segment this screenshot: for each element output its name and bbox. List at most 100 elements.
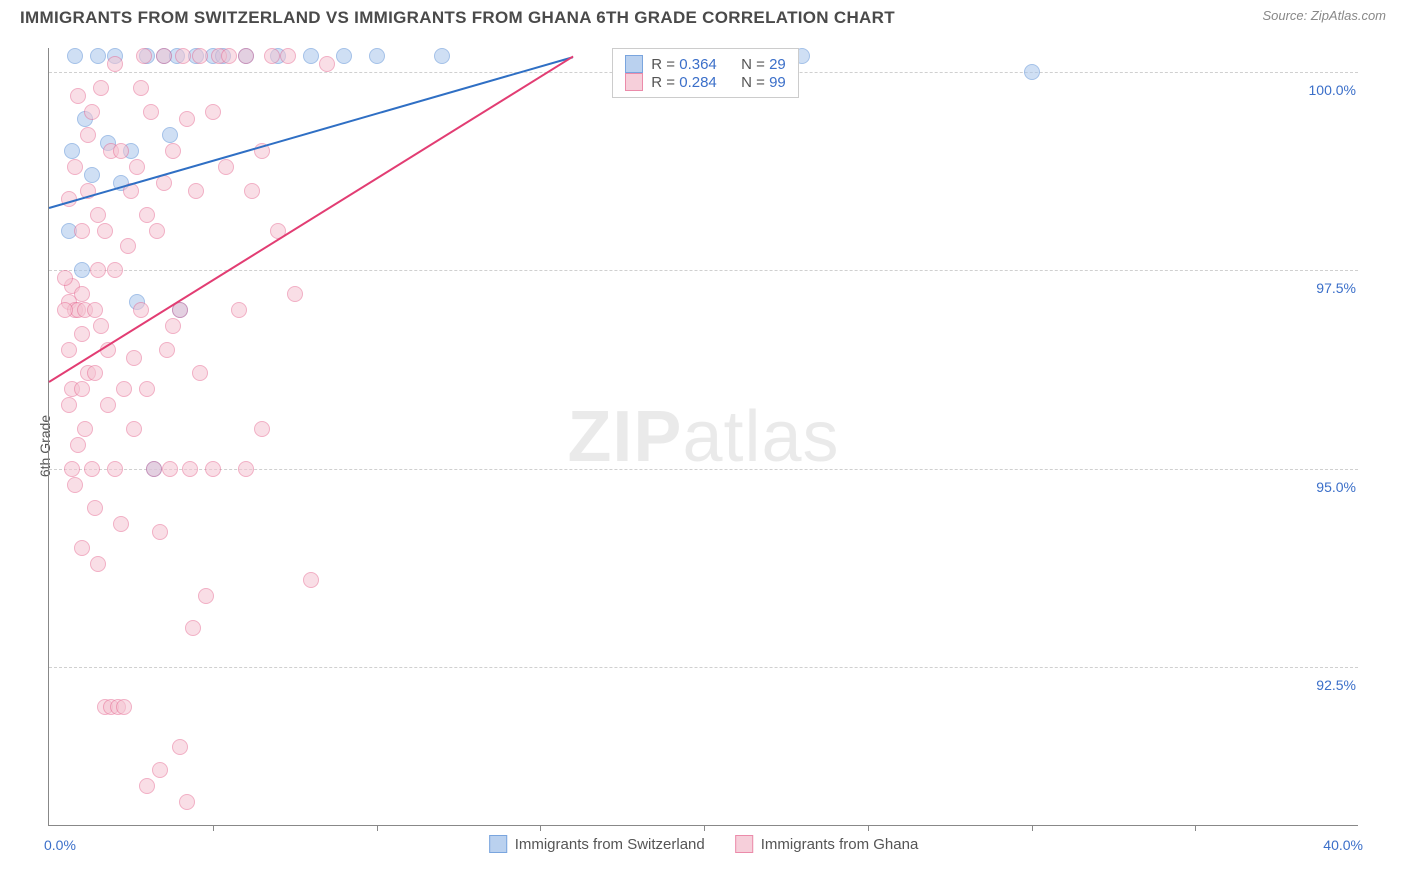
data-point (133, 302, 149, 318)
y-tick-label: 92.5% (1312, 677, 1360, 693)
stat-n-label: N = 99 (741, 74, 786, 91)
data-point (107, 56, 123, 72)
data-point (1024, 64, 1040, 80)
data-point (87, 365, 103, 381)
data-point (74, 223, 90, 239)
trend-line (49, 56, 574, 209)
data-point (185, 620, 201, 636)
x-tick (1195, 825, 1196, 831)
data-point (143, 104, 159, 120)
data-point (93, 80, 109, 96)
data-point (100, 397, 116, 413)
data-point (172, 739, 188, 755)
x-tick (1032, 825, 1033, 831)
chart-title: IMMIGRANTS FROM SWITZERLAND VS IMMIGRANT… (20, 8, 895, 28)
stats-box: R = 0.364 N = 29R = 0.284 N = 99 (612, 48, 798, 98)
data-point (238, 461, 254, 477)
data-point (280, 48, 296, 64)
data-point (70, 88, 86, 104)
data-point (139, 778, 155, 794)
y-tick-label: 100.0% (1305, 82, 1360, 98)
data-point (80, 127, 96, 143)
data-point (90, 262, 106, 278)
data-point (182, 461, 198, 477)
data-point (74, 262, 90, 278)
legend-label: Immigrants from Ghana (761, 836, 919, 853)
x-tick (377, 825, 378, 831)
data-point (188, 183, 204, 199)
data-point (179, 111, 195, 127)
data-point (90, 207, 106, 223)
x-tick (540, 825, 541, 831)
stats-row: R = 0.284 N = 99 (625, 73, 785, 91)
data-point (254, 421, 270, 437)
gridline-h (49, 667, 1358, 668)
data-point (87, 500, 103, 516)
data-point (64, 143, 80, 159)
watermark: ZIPatlas (567, 396, 839, 478)
data-point (139, 381, 155, 397)
data-point (165, 318, 181, 334)
data-point (146, 461, 162, 477)
data-point (116, 699, 132, 715)
data-point (162, 461, 178, 477)
data-point (74, 326, 90, 342)
stat-r-label: R = 0.364 (651, 56, 716, 73)
data-point (221, 48, 237, 64)
data-point (84, 167, 100, 183)
data-point (93, 318, 109, 334)
data-point (116, 381, 132, 397)
data-point (434, 48, 450, 64)
stats-row: R = 0.364 N = 29 (625, 55, 785, 73)
data-point (149, 223, 165, 239)
data-point (67, 477, 83, 493)
data-point (90, 556, 106, 572)
data-point (67, 159, 83, 175)
data-point (205, 104, 221, 120)
data-point (61, 397, 77, 413)
scatter-chart: ZIPatlas 92.5%95.0%97.5%100.0%0.0%40.0%R… (48, 48, 1358, 826)
data-point (70, 437, 86, 453)
data-point (165, 143, 181, 159)
data-point (218, 159, 234, 175)
data-point (156, 48, 172, 64)
data-point (162, 127, 178, 143)
legend-swatch (735, 835, 753, 853)
data-point (205, 461, 221, 477)
data-point (303, 48, 319, 64)
data-point (319, 56, 335, 72)
data-point (231, 302, 247, 318)
legend-item: Immigrants from Ghana (735, 835, 919, 853)
data-point (192, 365, 208, 381)
data-point (64, 461, 80, 477)
legend: Immigrants from Switzerland Immigrants fr… (489, 835, 919, 853)
data-point (152, 524, 168, 540)
data-point (303, 572, 319, 588)
data-point (192, 48, 208, 64)
legend-swatch (625, 55, 643, 73)
stat-r-label: R = 0.284 (651, 74, 716, 91)
data-point (179, 794, 195, 810)
data-point (133, 80, 149, 96)
data-point (57, 302, 73, 318)
data-point (107, 262, 123, 278)
data-point (129, 159, 145, 175)
data-point (113, 143, 129, 159)
data-point (264, 48, 280, 64)
data-point (107, 461, 123, 477)
source-attribution: Source: ZipAtlas.com (1262, 8, 1386, 23)
data-point (87, 302, 103, 318)
data-point (84, 461, 100, 477)
data-point (126, 421, 142, 437)
data-point (139, 207, 155, 223)
legend-item: Immigrants from Switzerland (489, 835, 705, 853)
data-point (67, 48, 83, 64)
y-tick-label: 95.0% (1312, 479, 1360, 495)
data-point (238, 48, 254, 64)
stat-n-label: N = 29 (741, 56, 786, 73)
data-point (136, 48, 152, 64)
x-tick (868, 825, 869, 831)
data-point (198, 588, 214, 604)
data-point (113, 516, 129, 532)
legend-swatch (489, 835, 507, 853)
